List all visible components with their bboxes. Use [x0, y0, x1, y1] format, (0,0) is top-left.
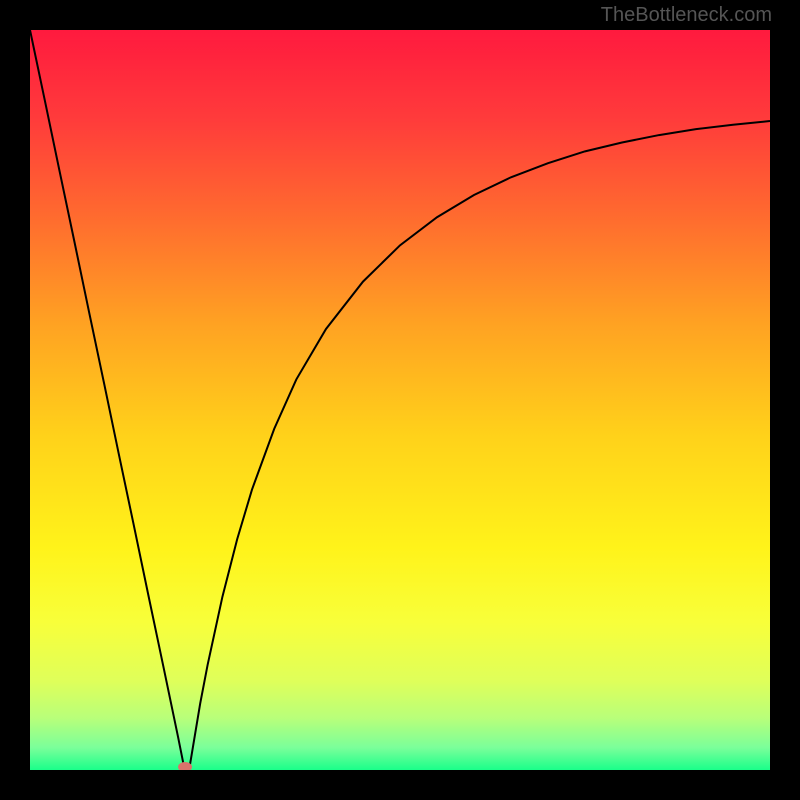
curve-svg: [30, 30, 770, 770]
bottleneck-curve: [30, 30, 770, 770]
optimum-marker: [178, 762, 192, 770]
watermark-text: TheBottleneck.com: [601, 4, 772, 27]
plot-area: [30, 30, 770, 770]
